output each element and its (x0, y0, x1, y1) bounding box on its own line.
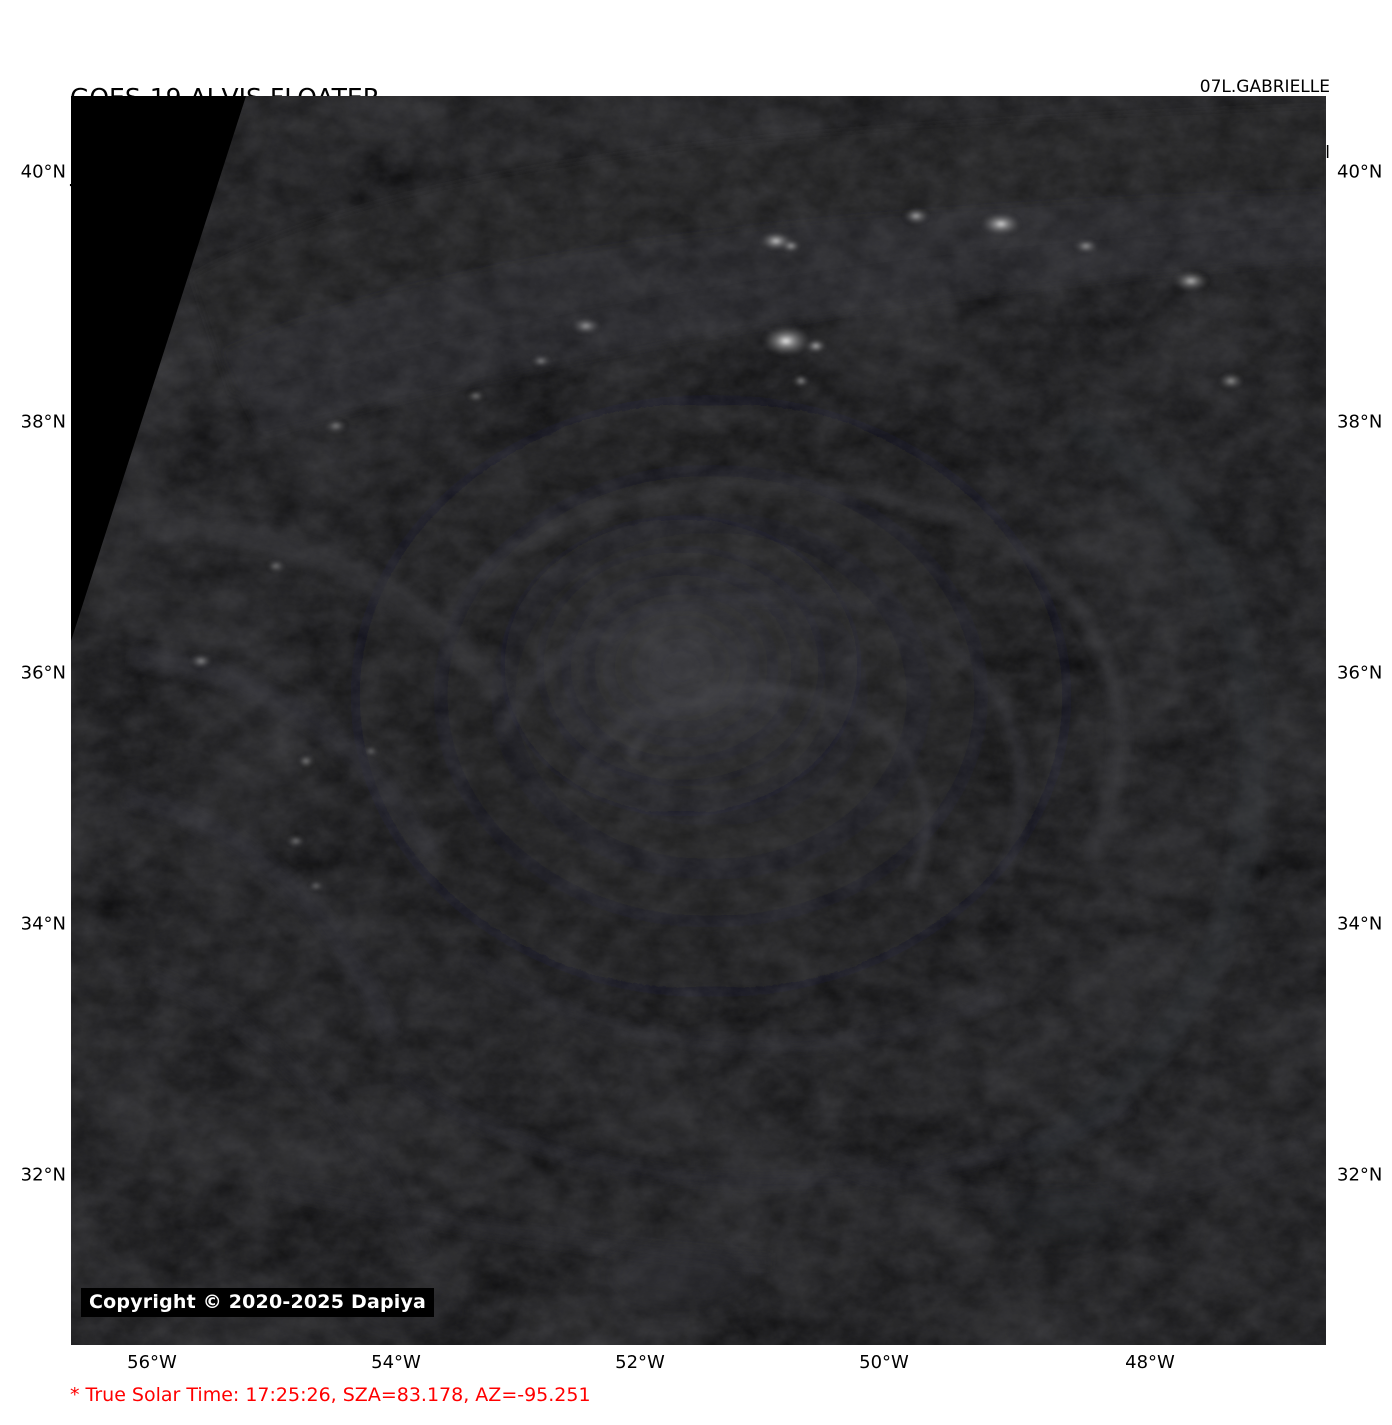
satellite-image-panel: Copyright © 2020-2025 Dapiya (71, 96, 1326, 1345)
lat-tick-right-32n: 32°N (1337, 1164, 1383, 1186)
lat-tick-right-34n: 34°N (1337, 913, 1383, 935)
lon-tick-54w: 54°W (371, 1352, 421, 1373)
copyright-overlay: Copyright © 2020-2025 Dapiya (81, 1288, 435, 1317)
lat-tick-right-36n: 36°N (1337, 662, 1383, 684)
storm-id-label: 07L.GABRIELLE (1199, 77, 1330, 98)
satellite-imagery (71, 96, 1326, 1345)
lat-tick-left-34n: 34°N (20, 913, 66, 935)
lat-tick-right-40n: 40°N (1337, 161, 1383, 183)
lat-tick-left-36n: 36°N (20, 662, 66, 684)
convective-cells (190, 208, 1243, 891)
lon-tick-52w: 52°W (615, 1352, 665, 1373)
lat-tick-right-38n: 38°N (1337, 411, 1383, 433)
lon-tick-56w: 56°W (127, 1352, 177, 1373)
lat-tick-left-38n: 38°N (20, 411, 66, 433)
lon-tick-48w: 48°W (1125, 1352, 1175, 1373)
scan-edge-nodata (71, 96, 246, 641)
lon-tick-50w: 50°W (859, 1352, 909, 1373)
lat-tick-left-32n: 32°N (20, 1164, 66, 1186)
solar-time-note: * True Solar Time: 17:25:26, SZA=83.178,… (70, 1384, 591, 1406)
lat-tick-left-40n: 40°N (20, 161, 66, 183)
